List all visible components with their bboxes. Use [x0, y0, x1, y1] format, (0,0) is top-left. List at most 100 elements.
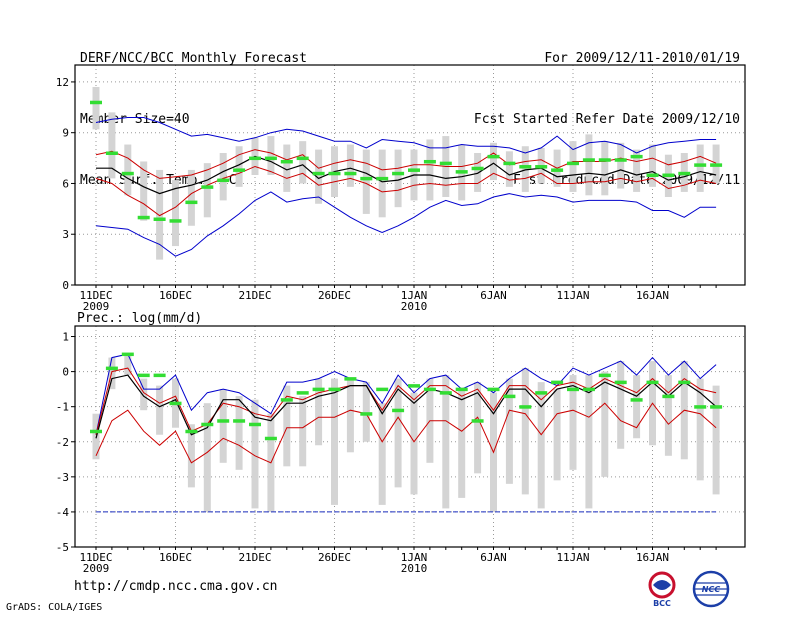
spread-box — [521, 368, 529, 495]
spread-box — [346, 378, 354, 453]
observed-marker — [201, 422, 214, 427]
spread-box — [219, 153, 227, 201]
observed-marker — [296, 391, 309, 395]
spread-box — [187, 424, 195, 488]
spread-box — [108, 112, 116, 179]
observed-marker — [90, 100, 102, 105]
series-lower-line — [95, 165, 717, 217]
series-upper-line — [95, 367, 717, 435]
spread-box — [569, 141, 577, 192]
x-tick-label: 11JAN — [556, 551, 589, 564]
observed-marker — [551, 380, 564, 385]
spread-box — [696, 378, 704, 481]
spread-box — [474, 153, 482, 192]
observed-marker — [360, 412, 373, 416]
observed-marker — [217, 178, 230, 183]
series-mean-line — [96, 155, 717, 195]
x-tick-label: 16DEC — [159, 551, 192, 564]
spread-box — [124, 354, 132, 376]
spread-box — [362, 149, 370, 214]
spread-box — [585, 134, 593, 196]
x-tick-label: 11DEC — [79, 289, 112, 302]
spread-box — [505, 151, 513, 187]
observed-marker — [408, 384, 420, 388]
precip-title: Prec.: log(mm/d) — [77, 311, 202, 326]
observed-marker — [344, 171, 357, 176]
spread-box — [521, 146, 529, 192]
ncc-logo-text: NCC — [702, 585, 721, 594]
observed-marker — [233, 168, 246, 172]
forecast-start-date: Fcst Started Refer Date 2009/12/10 — [473, 112, 740, 127]
observed-marker — [153, 217, 166, 221]
spread-box — [474, 382, 482, 474]
bcc-logo-icon: BCC — [648, 571, 676, 608]
observed-marker — [662, 394, 675, 399]
observed-marker — [535, 391, 548, 395]
series-upper-line — [95, 149, 717, 179]
spread-box — [172, 180, 179, 247]
observed-marker — [423, 387, 436, 392]
spread-box — [235, 396, 243, 470]
chart-title: DERF/NCC/BCC Monthly Forecast — [80, 51, 307, 66]
source-url[interactable]: http://cmdp.ncc.cma.gov.cn — [74, 579, 278, 594]
observed-marker — [630, 154, 643, 159]
observed-marker — [328, 387, 341, 392]
observed-marker — [471, 419, 484, 423]
observed-marker — [217, 419, 230, 423]
y-tick-label: 0 — [62, 366, 69, 379]
observed-marker — [249, 422, 261, 427]
observed-marker — [376, 387, 389, 392]
observed-marker — [519, 165, 532, 169]
spread-box — [712, 385, 720, 495]
y-tick-label: 12 — [56, 76, 69, 89]
observed-marker — [137, 373, 150, 378]
spread-box — [299, 141, 307, 184]
spread-box — [617, 142, 625, 189]
spread-box — [251, 399, 259, 509]
observed-marker — [90, 429, 102, 434]
observed-marker — [105, 366, 118, 371]
spread-box — [346, 144, 354, 187]
y-tick-label: 6 — [62, 177, 69, 190]
x-tick-label: 16JAN — [636, 551, 669, 564]
x-tick-label: 26DEC — [318, 551, 351, 564]
observed-marker — [312, 387, 325, 392]
observed-marker — [662, 173, 675, 177]
observed-marker — [137, 215, 150, 220]
y-tick-label: -4 — [56, 506, 70, 519]
observed-marker — [567, 387, 579, 392]
spread-box — [156, 385, 164, 435]
observed-marker — [153, 373, 166, 378]
x-tick-label: 16DEC — [159, 289, 192, 302]
observed-marker — [694, 163, 707, 167]
spread-box — [235, 146, 243, 187]
spread-box — [315, 149, 323, 204]
spread-box — [553, 389, 561, 481]
observed-marker — [646, 173, 659, 177]
spread-box — [219, 389, 227, 463]
observed-marker — [582, 158, 595, 162]
spread-box — [156, 169, 164, 260]
spread-box — [490, 142, 497, 181]
spread-box — [649, 144, 656, 187]
y-tick-label: 3 — [62, 228, 69, 241]
observed-marker — [360, 176, 373, 181]
spread-box — [283, 144, 291, 192]
spread-box — [362, 382, 370, 442]
observed-marker — [598, 373, 611, 378]
observed-marker — [392, 171, 405, 176]
y-tick-label: -2 — [56, 436, 69, 449]
spread-box — [394, 149, 402, 208]
spread-box — [140, 378, 148, 411]
x-year-label: 2010 — [401, 562, 428, 575]
observed-marker — [455, 170, 468, 174]
x-tick-label: 16JAN — [636, 289, 669, 302]
observed-marker — [535, 165, 548, 169]
x-tick-label: 26DEC — [318, 289, 351, 302]
observed-marker — [487, 387, 500, 392]
y-tick-label: -3 — [56, 471, 69, 484]
spread-box — [187, 169, 195, 226]
series-max-line — [95, 117, 717, 154]
observed-marker — [392, 408, 405, 413]
